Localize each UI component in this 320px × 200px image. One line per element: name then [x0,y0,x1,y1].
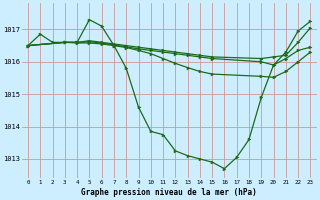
X-axis label: Graphe pression niveau de la mer (hPa): Graphe pression niveau de la mer (hPa) [81,188,257,197]
